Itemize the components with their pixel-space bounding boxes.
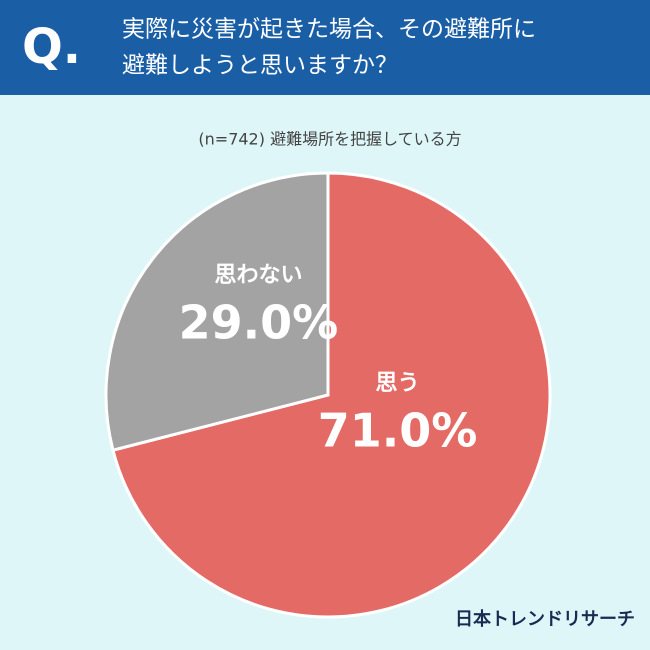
header-band [0,0,650,95]
pie-slice [104,171,330,453]
slice-value-label: 71.0% [318,403,478,457]
question-line: 避難しようと思いますか？ [122,53,398,79]
chart-subtitle: (n=742) 避難場所を把握している方 [198,130,461,149]
logo: 日本トレンドリサーチ [455,608,635,630]
slice-category: 思わない [214,263,302,288]
slice-value-label: 29.0% [179,296,339,350]
question-mark: Q. [22,19,81,75]
slice-category: 思う [376,371,420,396]
pie-slice [111,171,552,619]
question-line: 実際に災害が起きた場合、その避難所に [122,17,536,43]
pie: 思う 71.0% 思わない 29.0% [104,171,552,619]
